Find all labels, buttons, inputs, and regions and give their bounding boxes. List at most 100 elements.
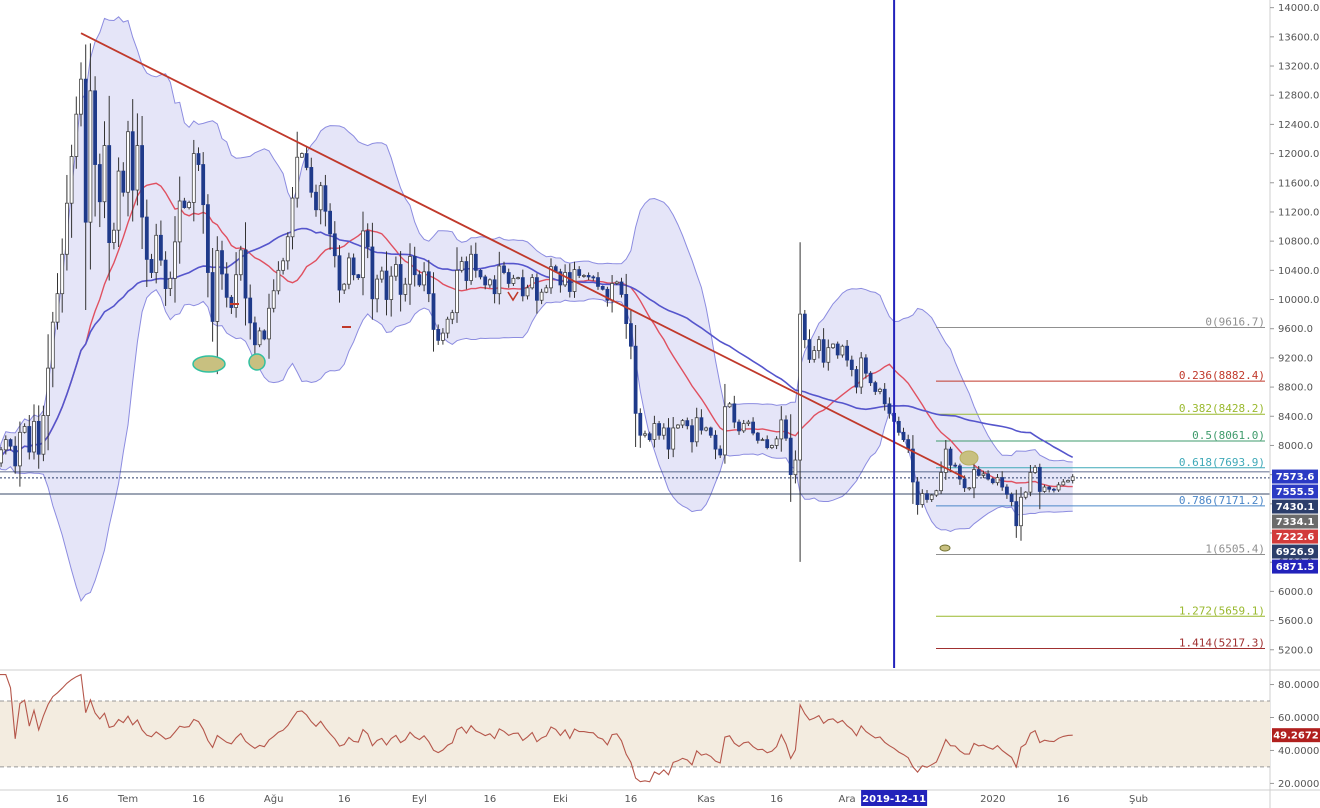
time-axis-label: Eki	[553, 794, 568, 805]
candle-body	[915, 481, 920, 505]
highlight-ellipse	[248, 353, 266, 371]
candle-body	[943, 448, 948, 473]
candle-body	[972, 469, 976, 489]
price-axis-label: 11200.0	[1278, 207, 1319, 218]
candle-body	[346, 257, 351, 285]
trendline[interactable]	[80, 32, 966, 479]
rsi-axis-label: 80.0000	[1278, 680, 1319, 691]
candle-body	[835, 343, 840, 356]
candle-body	[755, 432, 760, 441]
price-axis-label: 11600.0	[1278, 178, 1319, 189]
candle-body	[299, 153, 304, 158]
candle-body	[694, 417, 699, 443]
candle-body	[920, 493, 925, 505]
candle-body	[440, 332, 445, 341]
candle-body	[958, 465, 962, 480]
price-axis-label: 10000.0	[1278, 295, 1319, 306]
candle-body	[36, 420, 41, 455]
price-tag	[1272, 484, 1318, 499]
candle-body	[1061, 481, 1066, 486]
candle-body	[802, 313, 807, 341]
price-tag	[1272, 499, 1318, 514]
candle-body	[868, 372, 873, 384]
bollinger-band	[0, 16, 1073, 602]
candle-body	[520, 277, 525, 297]
time-axis-label: 16	[192, 794, 205, 805]
rsi-axis-label: 40.0000	[1278, 746, 1319, 757]
candle-body	[798, 313, 802, 461]
candle-body	[168, 277, 173, 289]
candle-body	[680, 420, 685, 426]
time-axis-label: Kas	[697, 794, 715, 805]
candle-body	[737, 421, 741, 432]
price-tag-label: 6871.5	[1276, 562, 1315, 573]
candle-body	[535, 277, 539, 301]
time-axis: 16 Tem 16 Ağu 16 Eyl 16 Eki 16 Kas 16 Ara 2019-12-11…	[0, 789, 1320, 806]
candle-body	[121, 170, 126, 193]
price-axis-label: 12000.0	[1278, 149, 1319, 160]
candle-body	[295, 156, 300, 199]
time-axis-label: 16	[338, 794, 351, 805]
price-axis-label: 9200.0	[1278, 353, 1313, 364]
fib-level-label: 0.382(8428.2)	[1179, 402, 1265, 415]
candle-body	[370, 246, 375, 300]
fib-level-label: 0.5(8061.0)	[1192, 429, 1265, 442]
candle-body	[13, 445, 18, 467]
candle-body	[859, 357, 864, 388]
candle-body	[774, 438, 779, 446]
candle-body	[849, 359, 854, 370]
candle-body	[163, 259, 168, 289]
time-axis-label: Ara	[839, 794, 856, 805]
candle-body	[215, 250, 220, 322]
candle-body	[361, 230, 365, 279]
candle-body	[633, 345, 638, 414]
candle-body	[596, 277, 600, 287]
candle-body	[191, 153, 196, 203]
candle-body	[1070, 476, 1075, 481]
resistance-trendline	[80, 32, 966, 479]
candle-body	[116, 170, 121, 231]
candle-body	[267, 307, 271, 340]
candle-body	[469, 253, 474, 281]
date-highlight	[861, 790, 928, 806]
candle-body	[32, 420, 36, 453]
candle-body	[1005, 486, 1009, 495]
candle-body	[328, 210, 333, 235]
candle-body	[497, 265, 502, 295]
candle-body	[577, 269, 582, 276]
price-axis-label: 9600.0	[1278, 324, 1313, 335]
candle-body	[516, 277, 520, 280]
candle-body	[878, 388, 882, 392]
candle-body	[647, 433, 652, 441]
candle-body	[817, 339, 821, 351]
price-axis-label: 12400.0	[1278, 120, 1319, 131]
candle-body	[384, 270, 389, 300]
candle-body	[74, 113, 79, 157]
candle-body	[436, 329, 441, 341]
fib-level-label: 1(6505.4)	[1205, 543, 1265, 556]
price-tag-label: 7573.6	[1276, 472, 1315, 483]
candle-body	[929, 494, 934, 500]
price-axis-label: 10400.0	[1278, 266, 1319, 277]
candle-body	[723, 406, 727, 456]
candle-body	[600, 285, 605, 290]
candle-body	[582, 275, 586, 277]
candle-body	[97, 164, 102, 203]
candle-body	[140, 145, 145, 218]
price-tag-label: 6926.9	[1276, 547, 1315, 558]
candle-body	[126, 131, 130, 193]
candle-body	[173, 241, 177, 279]
rsi-panel: 80.0000 60.0000 40.0000 20.0000 49.2672	[0, 669, 1320, 790]
candle-body	[422, 271, 427, 286]
rsi-axis-label: 60.0000	[1278, 713, 1319, 724]
fib-level-label: 0(9616.7)	[1205, 315, 1265, 328]
candle-body	[285, 236, 290, 262]
candle-body	[46, 367, 50, 416]
candle-body	[727, 403, 732, 408]
candle-body	[83, 78, 88, 223]
candle-body	[483, 276, 488, 286]
candle-body	[309, 167, 314, 193]
highlight-ellipse	[192, 355, 226, 373]
candle-body	[229, 296, 234, 308]
